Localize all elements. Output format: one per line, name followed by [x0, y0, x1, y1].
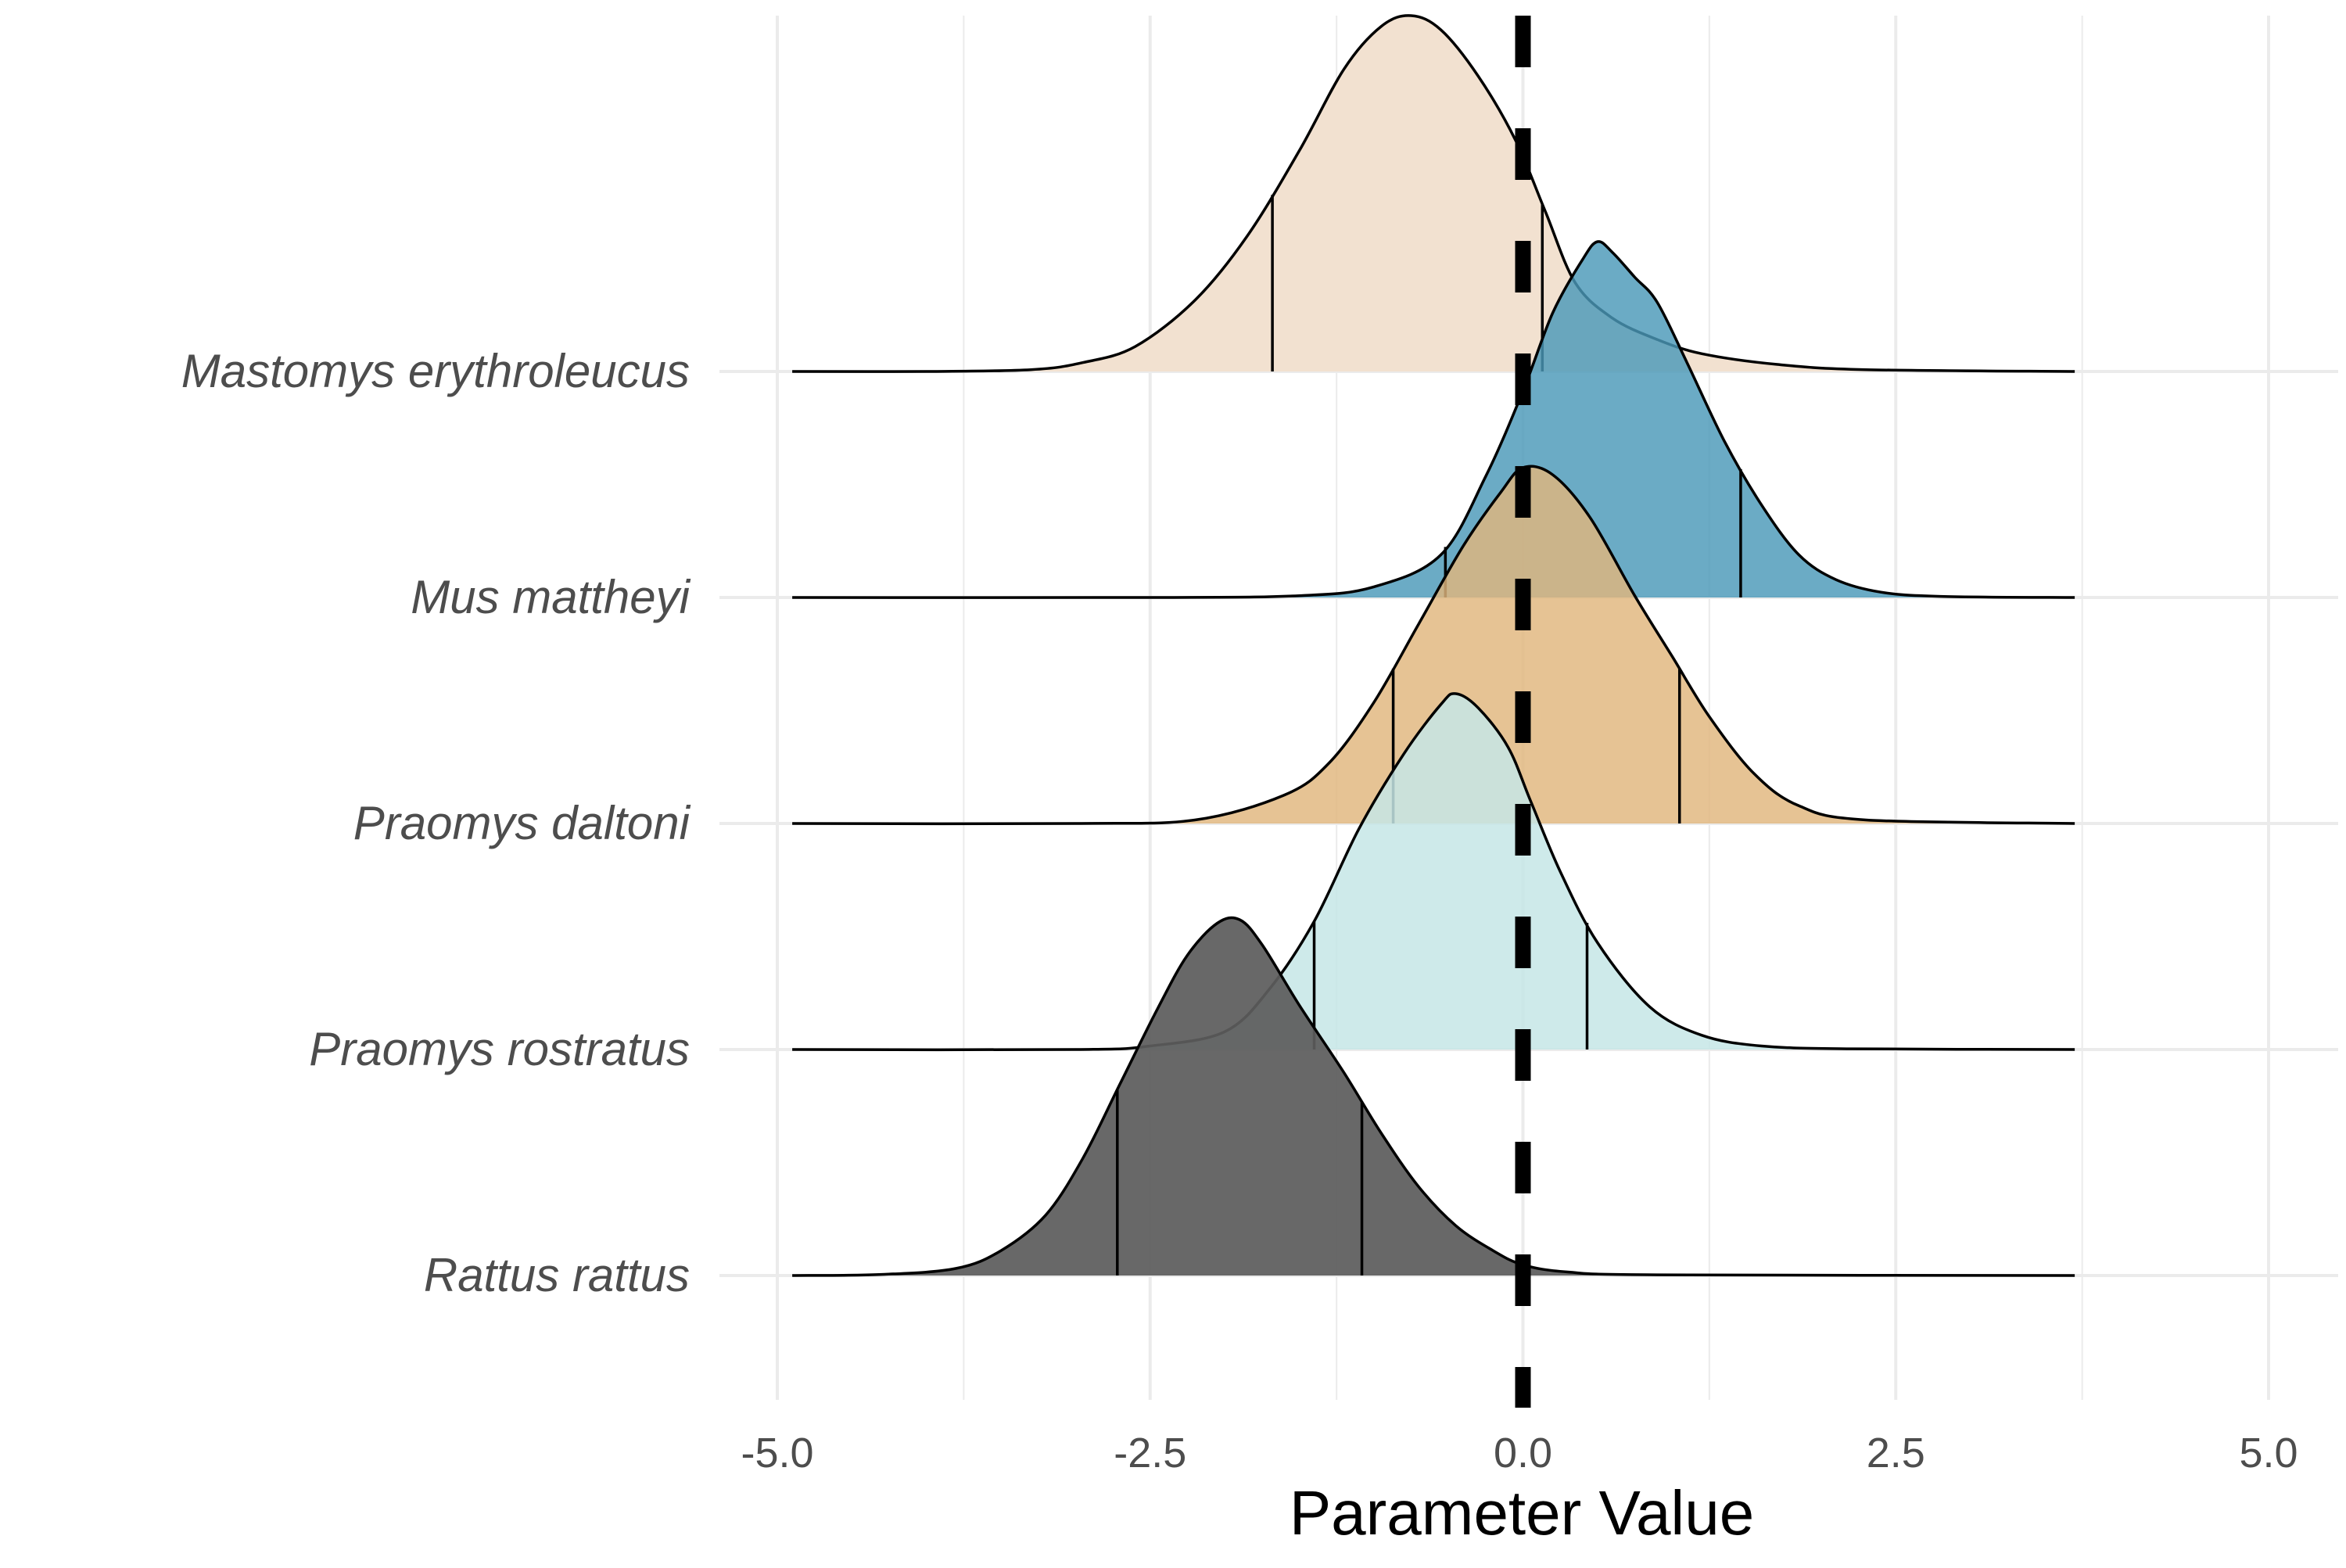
ridge-outline — [792, 14, 2075, 373]
x-tick-label: -5.0 — [741, 1430, 813, 1477]
ridge-layer — [792, 14, 2075, 1277]
x-axis-title: Parameter Value — [1290, 1478, 1754, 1548]
ridge-outline — [792, 240, 2075, 599]
y-tick-label-species: Rattus rattus — [424, 1249, 690, 1301]
ridge-outline — [792, 465, 2075, 826]
x-tick-label: 0.0 — [1494, 1430, 1552, 1477]
ridge-area — [792, 917, 2075, 1276]
x-tick-label: -2.5 — [1114, 1430, 1186, 1477]
y-tick-label-species: Praomys rostratus — [309, 1023, 690, 1075]
ridge-group — [792, 916, 2075, 1277]
y-tick-label-species: Praomys daltoni — [353, 797, 691, 849]
ridge-area — [792, 693, 2075, 1050]
ridge-area — [792, 15, 2075, 372]
ridge-area — [792, 466, 2075, 824]
label-layer: -5.0 -2.5 0.0 2.5 5.0 Mastomys erythroleucus M… — [181, 345, 2298, 1477]
ridge-group — [792, 692, 2075, 1052]
ridge-area — [792, 241, 2075, 598]
y-tick-label-species: Mus mattheyi — [411, 571, 691, 623]
ridge-group — [792, 14, 2075, 373]
x-tick-label: 2.5 — [1867, 1430, 1925, 1477]
y-tick-label-species: Mastomys erythroleucus — [181, 345, 690, 397]
x-tick-label: 5.0 — [2239, 1430, 2298, 1477]
ridge-outline — [792, 916, 2075, 1277]
